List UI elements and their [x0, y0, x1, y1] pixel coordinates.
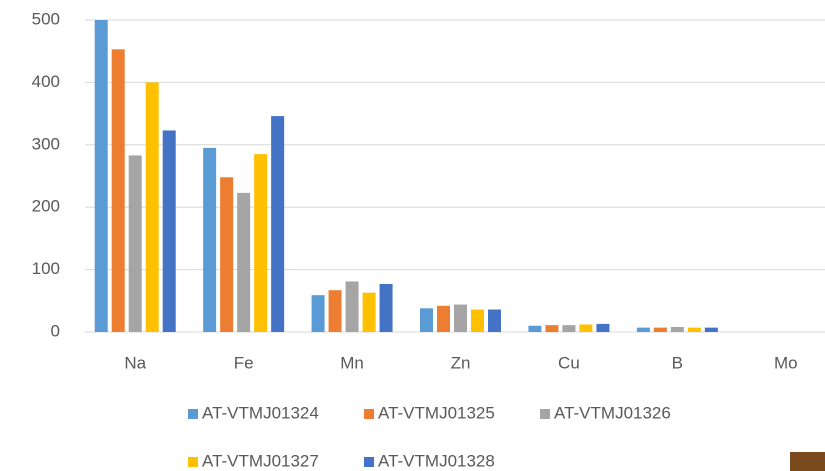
bar: [328, 290, 342, 332]
bar: [596, 323, 610, 332]
bar: [162, 130, 176, 332]
bar: [345, 281, 359, 332]
bar: [636, 327, 650, 332]
bar: [454, 304, 467, 332]
legend-swatch: [364, 409, 374, 419]
legend-label: AT-VTMJ01326: [554, 403, 671, 422]
y-tick-label: 200: [32, 197, 60, 216]
x-tick-label: Zn: [451, 353, 471, 372]
y-tick-label: 300: [32, 134, 60, 153]
bar: [203, 147, 217, 332]
bar: [488, 309, 501, 332]
bar: [271, 116, 285, 332]
x-tick-label: Mo: [774, 353, 798, 372]
legend-label: AT-VTMJ01328: [378, 451, 495, 470]
bar: [94, 20, 108, 332]
bar: [237, 192, 251, 332]
x-tick-label: Cu: [558, 353, 580, 372]
bar: [437, 305, 450, 332]
x-tick-label: Mn: [340, 353, 364, 372]
bar: [362, 292, 376, 332]
y-tick-label: 400: [32, 72, 60, 91]
bar: [670, 327, 684, 332]
bar: [687, 327, 701, 332]
bar: [562, 325, 576, 332]
bar: [545, 325, 559, 332]
legend-swatch: [540, 409, 550, 419]
legend-swatch: [188, 409, 198, 419]
bar: [254, 154, 268, 332]
bar: [128, 155, 142, 332]
bar: [653, 327, 667, 332]
legend-label: AT-VTMJ01325: [378, 403, 495, 422]
y-tick-label: 500: [32, 9, 60, 28]
y-tick-label: 0: [51, 321, 60, 340]
bar: [704, 327, 718, 332]
x-tick-label: B: [672, 353, 683, 372]
bar: [579, 324, 593, 332]
corner-decoration: [790, 452, 825, 471]
bar: [379, 283, 393, 332]
bar: [220, 177, 234, 332]
y-tick-label: 100: [32, 259, 60, 278]
legend-swatch: [364, 457, 374, 467]
bar: [111, 49, 125, 332]
x-tick-label: Na: [124, 353, 146, 372]
bar: [420, 308, 433, 332]
bar: [145, 82, 159, 333]
bar: [471, 309, 484, 332]
legend-swatch: [188, 457, 198, 467]
legend-label: AT-VTMJ01327: [202, 451, 319, 470]
legend-label: AT-VTMJ01324: [202, 403, 319, 422]
bar: [311, 295, 325, 332]
bar: [528, 325, 542, 332]
x-tick-label: Fe: [234, 353, 254, 372]
